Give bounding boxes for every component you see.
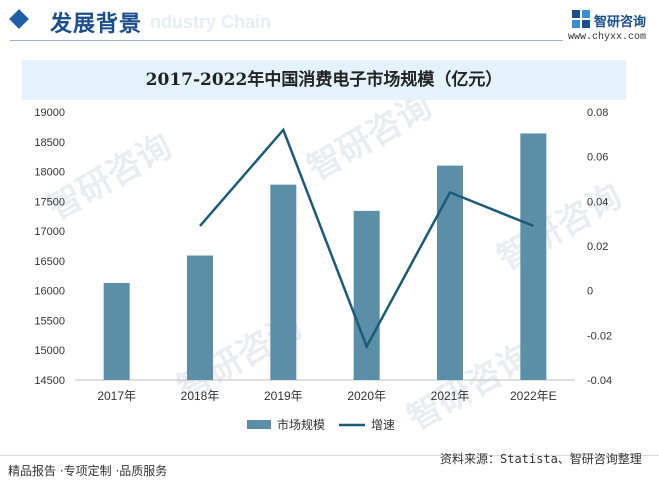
section-header: 发展背景 ndustry Chain [0,0,659,48]
chart: 14500 15000 15500 16000 16500 17000 17500 18000… [34,107,612,432]
section-title: 发展背景 [50,12,143,37]
left-axis-tick-label: 16000 [34,286,65,298]
right-axis-tick-label: 0.08 [587,107,608,119]
right-axis-tick-label: 0.04 [587,196,608,208]
logo-name: 智研咨询 [594,15,647,30]
logo-icon [572,10,590,28]
left-axis-tick-label: 15000 [34,345,65,357]
footer-divider [0,455,659,456]
left-axis-tick-label: 17000 [34,226,65,238]
brand-logo: 智研咨询 www.chyxx.com [568,8,658,48]
left-axis-tick-label: 19000 [34,107,65,119]
right-axis-tick-label: 0.06 [587,152,608,164]
legend-label: 市场规模 [277,417,325,432]
right-axis-tick-label: -0.02 [587,330,612,342]
right-axis-tick-label: -0.04 [587,375,612,387]
right-axis-tick-label: 0 [587,286,593,298]
bar [520,133,547,380]
chart-title: 2017-2022年中国消费电子市场规模（亿元） [145,70,503,90]
bar [187,255,213,380]
footer-tagline: 精品报告 ·专项定制 ·品质服务 [8,464,168,478]
line-series-growth [199,127,534,350]
x-axis-tick-label: 2020年 [347,389,386,403]
left-axis-tick-label: 14500 [34,375,65,387]
header-divider [10,40,563,41]
chart-title-bar: 2017-2022年中国消费电子市场规模（亿元） [22,60,626,100]
x-axis-tick-label: 2018年 [181,389,220,403]
left-axis-tick-label: 15500 [34,315,65,327]
right-axis-tick-label: 0.02 [587,241,608,253]
left-axis-tick-label: 18000 [34,167,65,179]
header-background-text: ndustry Chain [150,12,272,32]
source-note: 资料来源：Statista、智研咨询整理 [440,452,642,466]
x-axis-tick-label: 2019年 [264,389,303,403]
logo-url: www.chyxx.com [568,32,647,43]
legend-swatch-bar [247,420,271,429]
bar [437,165,463,380]
legend-label: 增速 [371,418,395,432]
x-axis-tick-label: 2022年E [510,389,557,403]
bar [270,184,297,380]
left-axis-tick-label: 17500 [34,196,65,208]
diamond-icon [9,9,29,29]
left-axis-tick-label: 18500 [34,137,65,149]
bar [353,210,380,380]
left-axis-tick-label: 16500 [34,256,65,268]
x-axis-tick-label: 2021年 [431,389,470,403]
bar [103,282,130,380]
x-axis-tick-label: 2017年 [97,389,136,403]
